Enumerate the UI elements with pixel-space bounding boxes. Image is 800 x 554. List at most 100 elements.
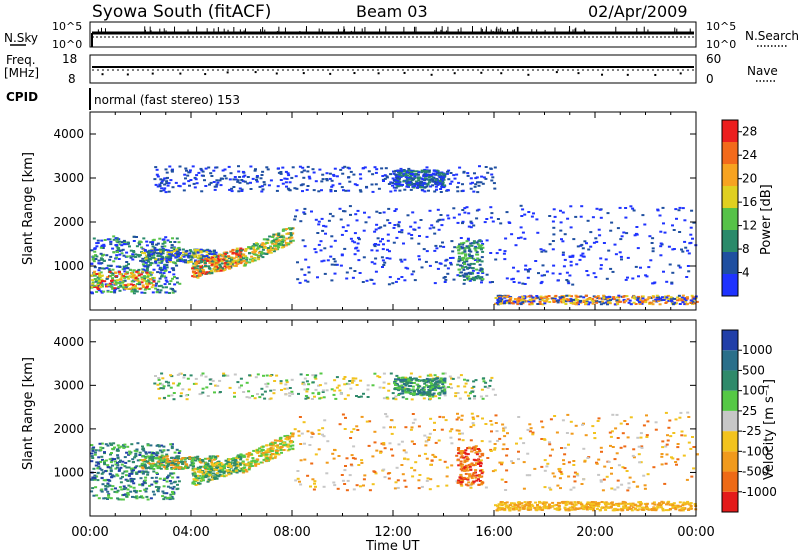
range-gate-cell xyxy=(402,383,406,385)
range-gate-cell xyxy=(472,240,476,243)
range-gate-cell xyxy=(436,180,440,183)
range-gate-cell xyxy=(106,284,110,287)
range-gate-cell xyxy=(569,299,573,302)
range-gate-cell xyxy=(151,277,155,280)
range-gate-cell xyxy=(459,374,463,377)
range-gate-cell xyxy=(381,178,385,181)
range-gate-cell xyxy=(110,452,113,454)
range-gate-cell xyxy=(449,172,453,174)
range-gate-cell xyxy=(437,385,441,388)
range-gate-cell xyxy=(337,384,341,387)
range-gate-cell xyxy=(166,239,170,242)
range-gate-cell xyxy=(496,303,500,306)
range-gate-cell xyxy=(355,184,359,187)
range-gate-cell xyxy=(379,240,382,243)
range-gate-cell xyxy=(280,389,283,391)
range-gate-cell xyxy=(299,459,303,462)
range-gate-cell xyxy=(431,386,435,389)
range-gate-cell xyxy=(223,168,227,171)
range-gate-cell xyxy=(233,460,237,463)
range-gate-cell xyxy=(441,218,445,221)
range-gate-cell xyxy=(447,386,450,389)
range-gate-cell xyxy=(132,235,136,238)
range-gate-cell xyxy=(176,373,180,376)
range-gate-cell xyxy=(396,169,400,172)
range-gate-cell xyxy=(689,233,693,236)
range-gate-cell xyxy=(277,239,281,242)
freq-left-label-1: Freq. xyxy=(6,53,36,67)
range-gate-cell xyxy=(389,173,393,176)
range-gate-cell xyxy=(592,272,596,275)
range-gate-cell xyxy=(90,478,94,481)
range-gate-cell xyxy=(146,498,150,501)
range-gate-cell xyxy=(194,484,198,486)
range-gate-cell xyxy=(449,257,452,259)
range-gate-cell xyxy=(417,389,421,392)
range-gate-cell xyxy=(671,224,674,227)
range-gate-cell xyxy=(354,213,358,216)
range-gate-cell xyxy=(456,221,460,224)
range-gate-cell xyxy=(264,246,268,249)
range-gate-cell xyxy=(213,264,217,267)
range-gate-cell xyxy=(404,176,408,179)
range-gate-cell xyxy=(276,446,279,449)
range-gate-cell xyxy=(123,241,127,243)
range-gate-cell xyxy=(491,220,495,223)
range-gate-cell xyxy=(286,242,290,245)
range-gate-cell xyxy=(291,434,295,437)
range-gate-cell xyxy=(127,474,131,477)
range-gate-cell xyxy=(664,445,668,448)
freq-dropout xyxy=(226,71,229,74)
range-gate-cell xyxy=(260,448,264,451)
range-gate-cell xyxy=(399,167,403,170)
range-gate-cell xyxy=(394,173,398,176)
range-gate-cell xyxy=(662,299,666,301)
range-gate-cell xyxy=(519,303,523,306)
range-gate-cell xyxy=(279,446,283,448)
range-gate-cell xyxy=(238,386,242,389)
range-gate-cell xyxy=(163,269,167,272)
range-gate-cell xyxy=(353,270,357,272)
range-gate-cell xyxy=(409,389,413,392)
range-gate-cell xyxy=(602,242,606,244)
range-gate-cell xyxy=(530,301,534,304)
range-gate-cell xyxy=(420,388,423,391)
range-gate-cell xyxy=(158,449,162,452)
range-gate-cell xyxy=(504,299,508,302)
range-gate-cell xyxy=(172,382,175,385)
range-gate-cell xyxy=(191,275,195,278)
range-gate-cell xyxy=(172,247,176,250)
range-gate-cell xyxy=(672,248,676,250)
range-gate-cell xyxy=(143,265,147,268)
range-gate-cell xyxy=(215,466,219,469)
range-gate-cell xyxy=(599,257,603,260)
range-gate-cell xyxy=(619,422,623,425)
range-gate-cell xyxy=(140,462,144,465)
range-gate-cell xyxy=(399,392,403,395)
range-gate-cell xyxy=(100,244,104,247)
range-gate-cell xyxy=(230,263,234,266)
range-gate-cell xyxy=(195,174,199,177)
range-gate-cell xyxy=(176,259,180,262)
range-gate-cell xyxy=(204,262,207,265)
range-gate-cell xyxy=(289,232,293,235)
range-gate-cell xyxy=(145,269,149,272)
range-gate-cell xyxy=(307,175,311,178)
range-gate-cell xyxy=(100,278,104,281)
range-gate-cell xyxy=(251,259,255,262)
range-gate-cell xyxy=(678,206,682,209)
range-gate-cell xyxy=(96,461,100,464)
range-gate-cell xyxy=(126,479,130,482)
range-gate-cell xyxy=(202,476,205,479)
range-gate-cell xyxy=(165,286,168,289)
range-gate-cell xyxy=(130,469,134,472)
freq-dropout xyxy=(527,73,530,76)
range-gate-cell xyxy=(388,276,392,279)
range-gate-cell xyxy=(470,387,474,389)
colorbar-frame xyxy=(721,119,739,297)
range-gate-cell xyxy=(410,183,414,186)
range-gate-cell xyxy=(170,456,173,459)
range-gate-cell xyxy=(218,263,222,266)
range-gate-cell xyxy=(466,466,470,469)
range-gate-cell xyxy=(194,259,198,262)
